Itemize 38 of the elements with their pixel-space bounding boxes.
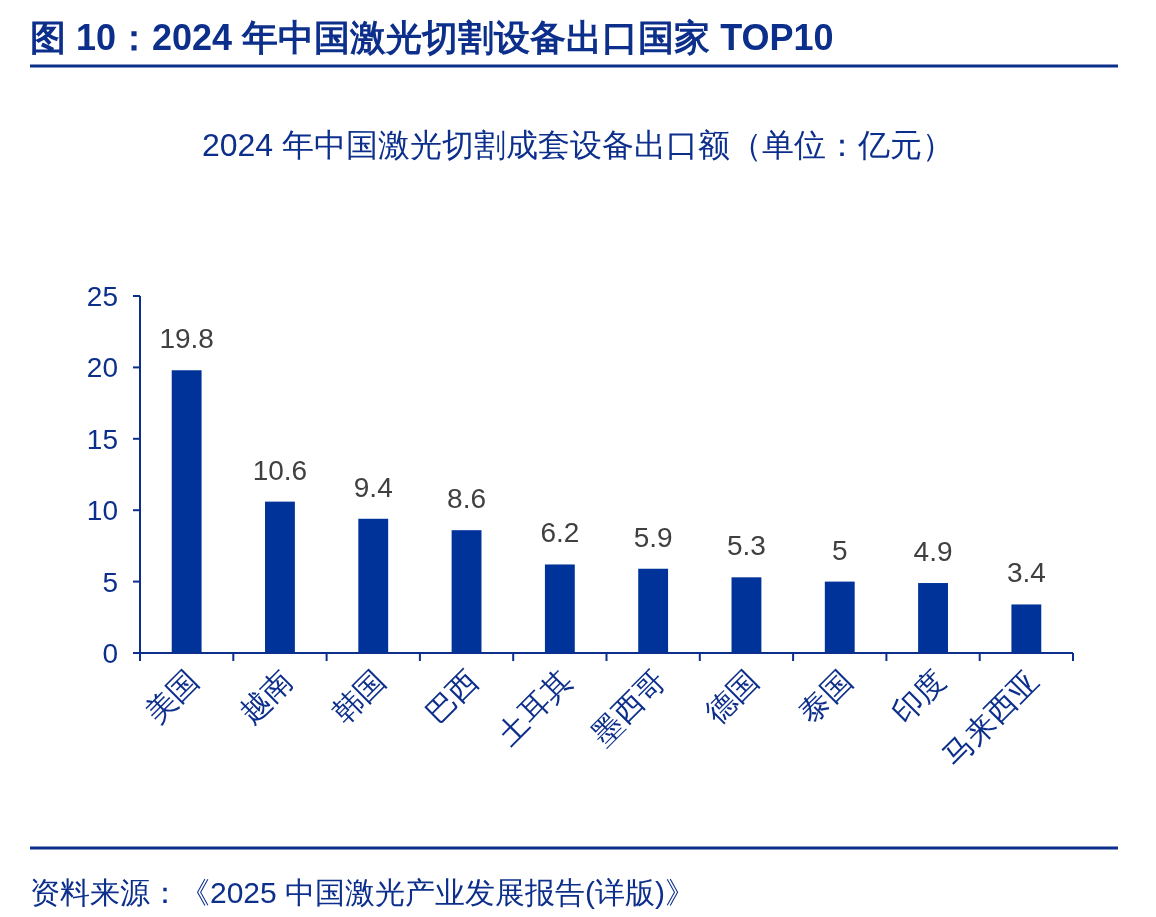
x-tick-label: 巴西: [419, 663, 485, 730]
text: 资料来源：《2025 中国激光产业发展报告(详版)》: [30, 876, 696, 909]
bar: [1011, 604, 1042, 653]
y-tick-label: 25: [86, 281, 118, 312]
x-tick-label: 泰国: [792, 663, 858, 730]
data-label: 8.6: [447, 483, 487, 515]
x-tick-label: 墨西哥: [584, 663, 672, 751]
bar: [918, 583, 948, 653]
y-tick-label: 15: [86, 423, 118, 455]
data-label: 5.3: [726, 530, 766, 562]
y-tick-label: 10: [86, 495, 118, 527]
bar: [638, 568, 669, 653]
bar: [451, 530, 482, 653]
data-label: 19.8: [159, 323, 214, 355]
x-tick-label: 德国: [698, 663, 765, 730]
x-tick-label: 印度: [885, 663, 952, 730]
bar: [265, 501, 295, 653]
chart-subtitle: 2024 年中国激光切割成套设备出口额（单位：亿元）: [201, 127, 955, 163]
y-tick-label: 0: [102, 638, 118, 669]
bar: [824, 581, 855, 653]
x-tick-label: 美国: [139, 663, 205, 730]
x-tick-label: 韩国: [325, 663, 392, 730]
data-label: 6.2: [540, 517, 580, 549]
x-tick-label: 土耳其: [491, 663, 579, 751]
data-label: 9.4: [353, 471, 393, 503]
data-label: 3.4: [1006, 557, 1046, 589]
chart-title: 图 10：2024 年中国激光切割设备出口国家 TOP10: [30, 17, 834, 58]
bar: [731, 577, 762, 653]
bar: [544, 564, 575, 653]
data-label: 5: [831, 534, 848, 566]
data-label: 10.6: [252, 454, 308, 486]
y-tick-label: 20: [86, 352, 118, 384]
data-label: 5.9: [633, 521, 673, 553]
x-tick-label: 越南: [232, 663, 299, 730]
bar: [358, 518, 389, 653]
data-label: 4.9: [913, 536, 953, 568]
bar: [171, 370, 202, 653]
y-tick-label: 5: [102, 566, 118, 598]
